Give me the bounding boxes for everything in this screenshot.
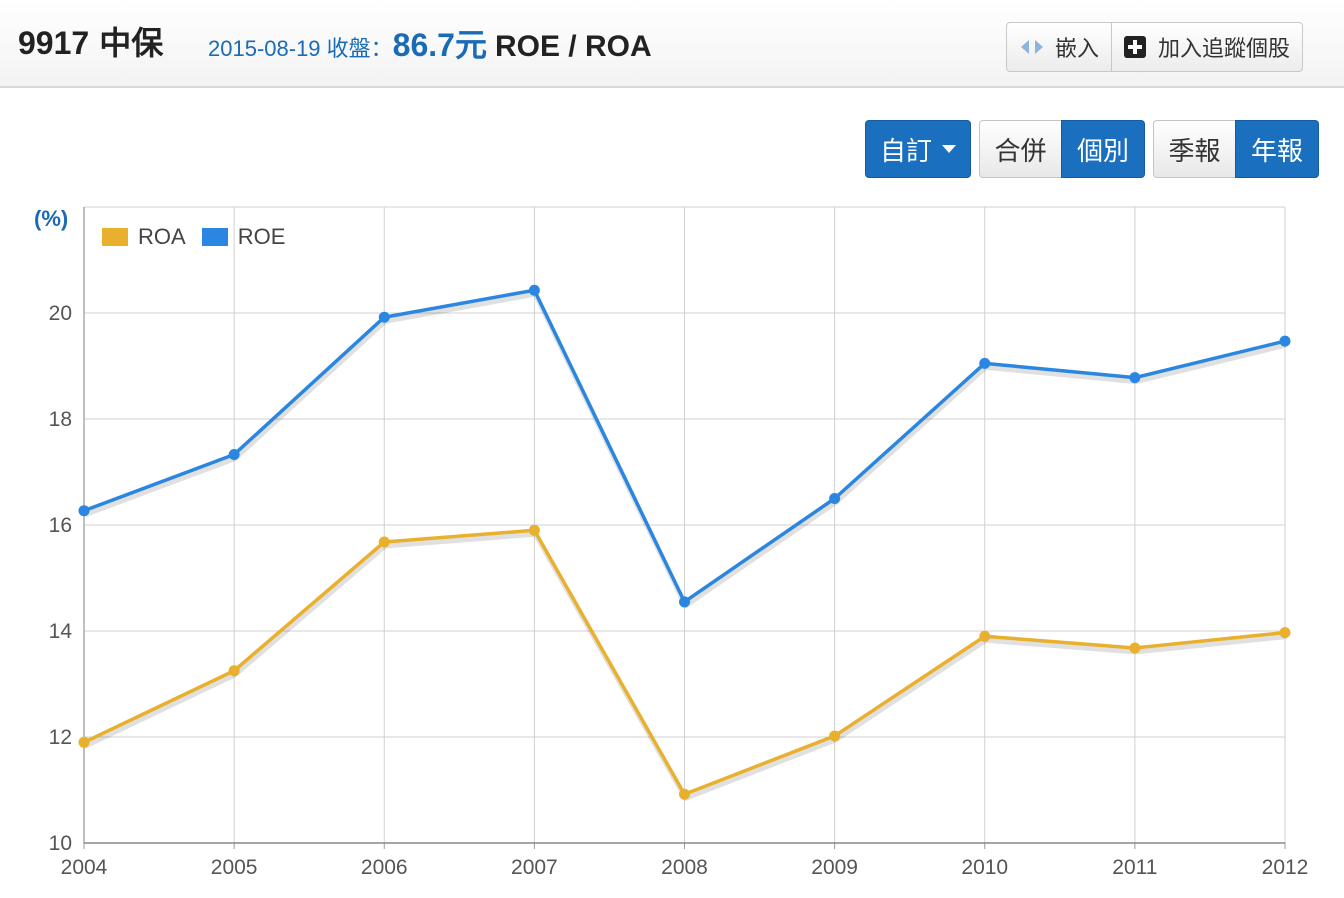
embed-button[interactable]: 嵌入 (1007, 23, 1113, 71)
roe-series-shadow (84, 291, 1287, 609)
roe-data-point[interactable] (1129, 372, 1141, 384)
annual-button[interactable]: 年報 (1235, 120, 1319, 178)
x-tick-label: 2010 (961, 856, 1008, 879)
price-info: 2015-08-19 收盤：86.7元 ROE / ROA (208, 20, 652, 66)
close-price: 86.7元 (392, 27, 487, 63)
y-tick-label: 12 (49, 726, 72, 749)
x-tick-label: 2007 (511, 856, 558, 879)
x-tick-label: 2005 (211, 856, 258, 879)
custom-label: 自訂 (879, 135, 932, 166)
y-tick-label: 14 (49, 620, 73, 643)
roe-data-point[interactable] (679, 596, 690, 608)
legend-item-roa[interactable]: ROA (102, 224, 186, 250)
roa-series-shadow (83, 531, 1287, 801)
plus-icon (1124, 36, 1147, 58)
roa-data-point[interactable] (1279, 627, 1291, 639)
quarterly-button[interactable]: 季報 (1153, 120, 1236, 178)
x-tick-label: 2012 (1262, 856, 1309, 879)
close-date-label: 2015-08-19 收盤： (208, 36, 393, 61)
stock-code: 9917 (18, 25, 90, 61)
metric-title: ROE / ROA (494, 30, 652, 63)
header-bar: 9917 中保 2015-08-19 收盤：86.7元 ROE / ROA 嵌入 加… (0, 0, 1344, 88)
y-axis-unit-label: (%) (34, 206, 69, 231)
chart-legend: ROA ROE (102, 224, 301, 250)
x-tick-label: 2004 (61, 856, 108, 879)
roe-data-point[interactable] (829, 493, 841, 504)
individual-label: 個別 (1076, 135, 1129, 166)
stock-name: 中保 (99, 25, 164, 61)
roa-data-point[interactable] (829, 730, 841, 742)
roe-data-point[interactable] (78, 505, 90, 517)
y-tick-label: 16 (49, 514, 72, 537)
x-tick-label: 2008 (661, 856, 708, 879)
stock-title: 9917 中保 (18, 18, 163, 64)
legend-swatch-roe (201, 228, 228, 246)
roe-data-point[interactable] (378, 311, 390, 323)
quarterly-label: 季報 (1168, 135, 1221, 166)
caret-down-icon (942, 145, 956, 153)
roa-data-point[interactable] (378, 536, 390, 548)
roe-data-point[interactable] (1279, 335, 1291, 347)
y-tick-label: 20 (49, 302, 72, 325)
x-tick-label: 2009 (811, 856, 858, 879)
legend-swatch-roa (102, 228, 128, 246)
y-tick-label: 10 (49, 832, 72, 855)
add-track-label: 加入追蹤個股 (1158, 36, 1291, 61)
y-tick-label: 18 (49, 408, 72, 431)
roe-data-point[interactable] (228, 449, 240, 461)
consolidated-label: 合併 (994, 135, 1047, 166)
roa-data-point[interactable] (78, 736, 90, 748)
roa-data-point[interactable] (679, 788, 690, 800)
custom-dropdown-button[interactable]: 自訂 (865, 120, 971, 178)
annual-label: 年報 (1250, 135, 1303, 166)
x-tick-label: 2011 (1112, 856, 1157, 879)
roe-data-point[interactable] (528, 284, 540, 296)
roa-data-point[interactable] (228, 665, 240, 677)
roa-data-point[interactable] (979, 630, 991, 642)
consolidated-button[interactable]: 合併 (979, 120, 1062, 178)
legend-label-roa: ROA (138, 224, 186, 249)
add-track-button[interactable]: 加入追蹤個股 (1112, 23, 1302, 71)
roa-data-point[interactable] (528, 524, 540, 536)
header-toolbar: 嵌入 加入追蹤個股 (1006, 22, 1304, 72)
roe-data-point[interactable] (979, 357, 991, 369)
x-tick-label: 2006 (361, 856, 408, 879)
individual-button[interactable]: 個別 (1061, 120, 1145, 178)
legend-label-roe: ROE (237, 224, 286, 249)
legend-item-roe[interactable]: ROE (201, 224, 286, 250)
roa-data-point[interactable] (1129, 642, 1141, 654)
embed-label: 嵌入 (1055, 36, 1100, 61)
roe-roa-line-chart: 10 12 14 16 18 20 2004 2005 2006 2007 2008 2009 2010… (49, 206, 1309, 879)
embed-icon (1019, 39, 1045, 55)
